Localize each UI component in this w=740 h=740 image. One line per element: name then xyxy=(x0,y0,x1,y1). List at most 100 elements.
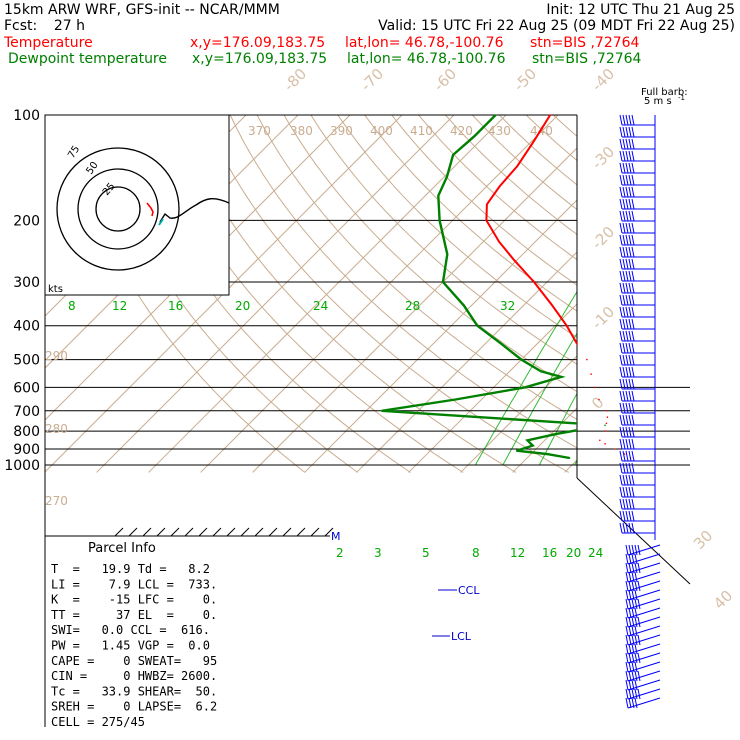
isotherm-line xyxy=(408,303,577,473)
dewpoint-point xyxy=(438,219,441,222)
temperature-points xyxy=(485,114,632,459)
theta-label-380: 380 xyxy=(290,124,313,138)
isotherm-label-40: 40 xyxy=(710,587,736,613)
hodograph-ring-75 xyxy=(56,147,180,271)
isotherm-label--60: -60 xyxy=(430,65,460,95)
hodograph-units: kts xyxy=(48,284,63,295)
mixing-lower-label-12: 12 xyxy=(510,546,525,560)
dewpoint-point xyxy=(494,114,497,116)
parcel-box-hatch xyxy=(114,527,334,537)
temperature-point xyxy=(606,416,609,419)
isotherm-line xyxy=(96,115,455,473)
pressure-label-700: 700 xyxy=(13,404,40,420)
hodograph: 25 50 75 kts xyxy=(44,114,230,296)
lcl-label: LCL xyxy=(451,630,472,643)
theta-left-label-280: 280 xyxy=(45,422,68,436)
dewpoint-point xyxy=(473,135,476,137)
temperature-point xyxy=(594,386,596,389)
isotherm-line xyxy=(356,251,577,473)
dewpoint-point xyxy=(446,175,448,178)
temperature-latlon: lat,lon= 46.78,-100.76 xyxy=(345,35,504,51)
temperature-point xyxy=(498,185,501,188)
temperature-point xyxy=(586,358,588,361)
parcel-info-row: Tc = 33.9 SHEAR= 50. xyxy=(51,684,217,698)
theta-left-label-290: 290 xyxy=(45,349,68,363)
hodograph-trace-upper xyxy=(159,198,230,223)
mixing-ratio-line xyxy=(689,204,740,465)
dewpoint-point xyxy=(531,444,534,447)
parcel-info-row: TT = 37 EL = 0. xyxy=(51,608,217,622)
isotherm-label--50: -50 xyxy=(510,65,540,95)
init-time: Init: 12 UTC Thu 21 Aug 25 xyxy=(546,2,735,18)
hodograph-ring-50 xyxy=(77,168,159,250)
theta-label-410: 410 xyxy=(410,124,433,138)
temperature-series-label: Temperature xyxy=(3,35,93,51)
pressure-label-500: 500 xyxy=(13,353,40,369)
mixing-upper-label-32: 32 xyxy=(500,299,515,313)
hodograph-ring-25 xyxy=(95,186,141,232)
theta-label-430: 430 xyxy=(488,124,511,138)
dewpoint-series-label: Dewpoint temperature xyxy=(8,51,167,67)
temperature-point xyxy=(513,259,515,262)
mixing-lower-label-24: 24 xyxy=(588,546,603,560)
parcel-info-row: SWI= 0.0 CCL = 616. xyxy=(51,623,210,637)
isotherm-line xyxy=(252,147,577,473)
mixing-lower-label-5: 5 xyxy=(422,546,430,560)
pressure-label-1000: 1000 xyxy=(4,458,40,474)
dewpoint-point xyxy=(381,410,383,412)
mixing-upper-label-20: 20 xyxy=(235,299,250,313)
dewpoint-station: stn=BIS ,72764 xyxy=(532,51,642,67)
isotherm-line xyxy=(669,115,740,472)
dry-adiabat-line xyxy=(418,115,577,261)
dewpoint-point xyxy=(500,342,502,345)
parcel-info-row: CAPE = 0 SWEAT= 95 xyxy=(51,654,217,668)
dewpoint-point xyxy=(545,453,548,455)
temperature-point xyxy=(532,141,534,144)
temperature-point xyxy=(606,410,609,412)
mixing-ratio-line xyxy=(474,290,577,466)
dry-adiabat-line xyxy=(283,115,577,393)
barb-legend-title: Full barb: xyxy=(641,87,688,98)
mixing-lower-label-8: 8 xyxy=(472,546,480,560)
pressure-label-600: 600 xyxy=(13,380,40,396)
wind-barbs xyxy=(619,114,661,709)
dry-adiabat-line xyxy=(256,115,577,420)
dry-adiabat-line xyxy=(634,115,740,472)
dewpoint-point xyxy=(526,439,529,442)
mixing-lower-label-16: 16 xyxy=(542,546,557,560)
temperature-point xyxy=(549,114,551,116)
pressure-label-800: 800 xyxy=(13,424,40,440)
parcel-info-title: Parcel Info xyxy=(88,541,156,556)
dewpoint-point xyxy=(560,376,563,378)
temperature-point xyxy=(604,443,606,445)
isotherm-line xyxy=(564,459,577,473)
theta-label-420: 420 xyxy=(450,124,473,138)
pressure-label-900: 900 xyxy=(13,442,40,458)
isotherm-line xyxy=(512,407,577,473)
mixing-ratio-line xyxy=(538,392,577,466)
dewpoint-point xyxy=(452,154,454,156)
pressure-label-200: 200 xyxy=(13,213,40,229)
dry-adiabat-line xyxy=(661,115,740,472)
dry-adiabat-line xyxy=(552,115,577,137)
dry-adiabat-line xyxy=(688,115,740,472)
dewpoint-point xyxy=(515,449,518,452)
dewpoint-point xyxy=(540,370,542,373)
temperature-point xyxy=(576,342,578,345)
isotherm-label--30: -30 xyxy=(588,143,618,173)
mixing-ratio-line xyxy=(649,204,740,465)
temperature-point xyxy=(598,398,600,401)
temperature-point xyxy=(533,281,535,283)
forecast-label: Fcst: xyxy=(4,18,37,34)
ccl-label: CCL xyxy=(458,584,480,597)
mixing-ratio-line xyxy=(630,204,740,465)
temperature-point xyxy=(590,373,592,375)
parcel-info-row: LI = 7.9 LCL = 733. xyxy=(51,577,217,591)
isotherm-label--70: -70 xyxy=(357,65,387,95)
temperature-point xyxy=(599,439,601,442)
dewpoint-latlon: lat,lon= 46.78,-100.76 xyxy=(347,51,506,67)
model-title: 15km ARW WRF, GFS-init -- NCAR/MMM xyxy=(4,2,280,18)
dewpoint-point xyxy=(446,253,449,256)
mixing-upper-label-8: 8 xyxy=(68,299,76,313)
